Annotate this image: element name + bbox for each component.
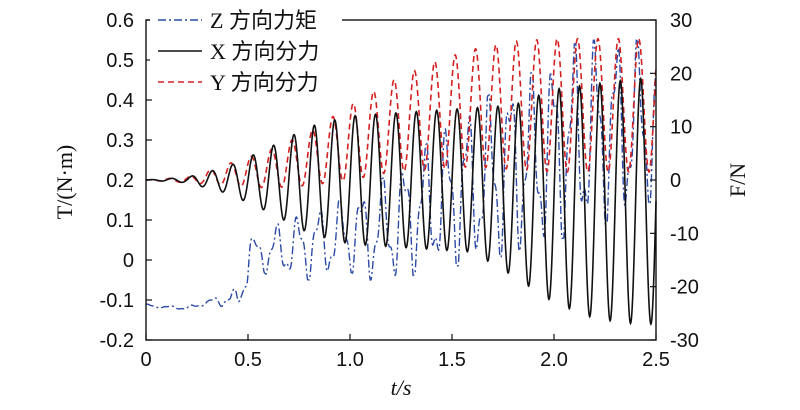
x-tick-label-2-0: 2.0: [540, 349, 568, 371]
left-tick-label-0-2: 0.2: [106, 170, 134, 192]
x-tick-label-0: 0: [140, 349, 151, 371]
x-tick-label-1-0: 1.0: [336, 349, 364, 371]
left-tick-label-minus-0-1: -0.1: [100, 290, 134, 312]
left-tick-label-minus-0-2: -0.2: [100, 330, 134, 352]
right-axis-title: F/N: [725, 163, 750, 197]
legend-label-y-force: Y 方向分力: [210, 70, 319, 95]
left-tick-label-0-6: 0.6: [106, 10, 134, 32]
left-axis-title: T/(N·m): [52, 145, 77, 220]
left-tick-label-0: 0: [123, 250, 134, 272]
right-tick-label-minus-20: -20: [670, 277, 699, 299]
x-tick-label-1-5: 1.5: [438, 349, 466, 371]
series-y-force-line: [145, 37, 657, 189]
right-tick-label-10: 10: [670, 117, 692, 139]
left-tick-label-0-4: 0.4: [106, 90, 134, 112]
right-tick-label-30: 30: [670, 10, 692, 32]
left-tick-label-0-3: 0.3: [106, 130, 134, 152]
series-x-force-line: [146, 76, 657, 326]
legend-label-x-force: X 方向分力: [210, 39, 319, 64]
right-tick-label-minus-10: -10: [670, 223, 699, 245]
x-axis-title: t/s: [391, 375, 412, 400]
ticks-layer: 0 0.5 1.0 1.5 2.0 2.5 -0.2 -0.1 0 0.1 0.2 0.3 0.4 0.5…: [100, 10, 699, 371]
right-tick-label-0: 0: [670, 170, 681, 192]
legend: Z 方向力矩 X 方向分力 Y 方向分力: [158, 8, 319, 95]
legend-label-z-torque: Z 方向力矩: [210, 8, 317, 33]
x-tick-label-2-5: 2.5: [642, 349, 670, 371]
right-tick-label-minus-30: -30: [670, 330, 699, 352]
left-tick-label-0-1: 0.1: [106, 210, 134, 232]
x-tick-label-0-5: 0.5: [234, 349, 262, 371]
series-layer: [145, 37, 657, 326]
right-tick-label-20: 20: [670, 63, 692, 85]
left-tick-label-0-5: 0.5: [106, 50, 134, 72]
